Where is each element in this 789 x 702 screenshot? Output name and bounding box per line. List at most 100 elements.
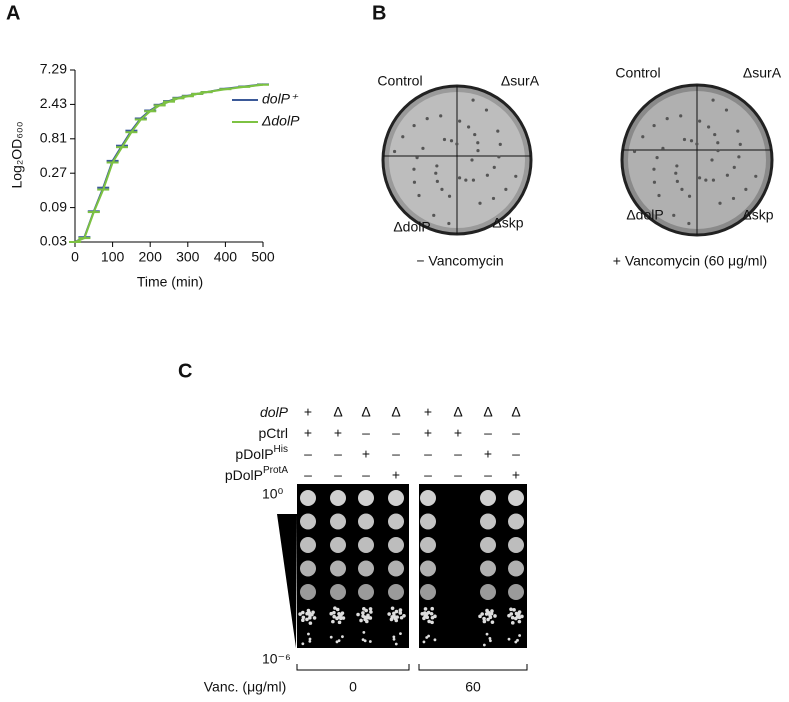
colony [392,637,396,641]
colony [435,179,439,183]
colony [423,614,427,619]
genotype-symbol: – [362,425,370,441]
group-label: 60 [465,679,481,695]
colony [432,213,436,217]
colony [423,607,428,611]
genotype-symbol: + [454,425,462,441]
colony [725,173,729,177]
colony [679,114,683,118]
colony [417,193,421,198]
colony [496,129,500,133]
colony [731,196,736,201]
colony [422,640,426,644]
growth-spot [330,513,346,530]
colony [339,613,343,617]
colony [498,142,502,147]
colony [440,187,444,191]
colony [337,639,341,643]
genotype-symbol: Δ [483,404,492,420]
x-tick-label: 400 [214,249,238,265]
genotype-symbol: – [424,467,432,483]
colony [509,612,514,616]
growth-spot [388,513,404,530]
colony [308,637,312,641]
genotype-symbol: – [334,467,342,483]
colony [332,610,336,615]
colony [362,630,366,634]
growth-spot [330,560,346,577]
colony [390,615,395,619]
colony [301,610,305,615]
colony [425,117,429,121]
colony [332,614,336,619]
genotype-symbol: + [304,404,312,420]
genotype-symbol: – [454,467,462,483]
series-line [74,83,264,243]
genotype-symbol: – [392,446,400,462]
colony [412,123,416,128]
growth-spot [330,490,346,506]
colony [687,194,692,198]
colony [736,129,740,133]
colony [333,606,337,610]
x-tick-label: 300 [176,249,200,265]
colony [402,613,406,618]
colony [467,125,471,129]
genotype-symbol: + [334,425,342,441]
vanc-label: Vanc. (μg/ml) [204,679,287,695]
colony [716,148,720,153]
plate-label: ΔdolP [393,219,430,235]
colony [652,123,656,128]
colony [478,201,482,205]
legend-label: ΔdolP [261,113,300,129]
colony [363,639,367,643]
x-tick-label: 200 [139,249,163,265]
growth-spot [388,584,404,600]
plate-label: Control [377,73,422,89]
colony [711,98,715,102]
y-axis-label: Log₂OD₆₀₀ [9,121,25,188]
growth-spot [508,490,524,506]
colony [707,125,711,129]
colony [738,142,742,147]
colony [398,608,403,612]
colony [732,165,736,169]
genotype-symbol: Δ [333,404,342,420]
genotype-symbol: – [512,425,520,441]
colony [363,617,367,622]
colony [392,635,396,639]
colony [514,174,518,178]
colony [737,155,741,159]
colony [361,638,365,642]
plate-label: Control [615,65,660,81]
colony [478,614,482,619]
colony [341,616,346,620]
colony [464,178,468,182]
colony [301,642,305,646]
colony [393,616,397,621]
dilution-wedge [277,514,297,648]
colony [510,615,515,620]
row-label: pCtrl [258,425,288,441]
growth-spot [480,490,496,506]
colony [398,611,403,615]
colony [430,606,435,611]
genotype-symbol: + [362,446,370,462]
colony [704,178,708,182]
colony [718,201,722,205]
x-tick-label: 100 [101,249,125,265]
genotype-symbol: – [334,446,342,462]
colony [497,155,501,159]
colony [710,158,714,162]
growth-spot [330,584,346,600]
colony [341,635,344,639]
genotype-symbol: Δ [511,404,520,420]
colony [488,615,493,620]
colony [394,609,399,614]
colony [366,615,370,620]
colony [471,98,475,102]
colony [307,610,312,615]
colony [422,611,427,615]
colony [305,617,309,622]
